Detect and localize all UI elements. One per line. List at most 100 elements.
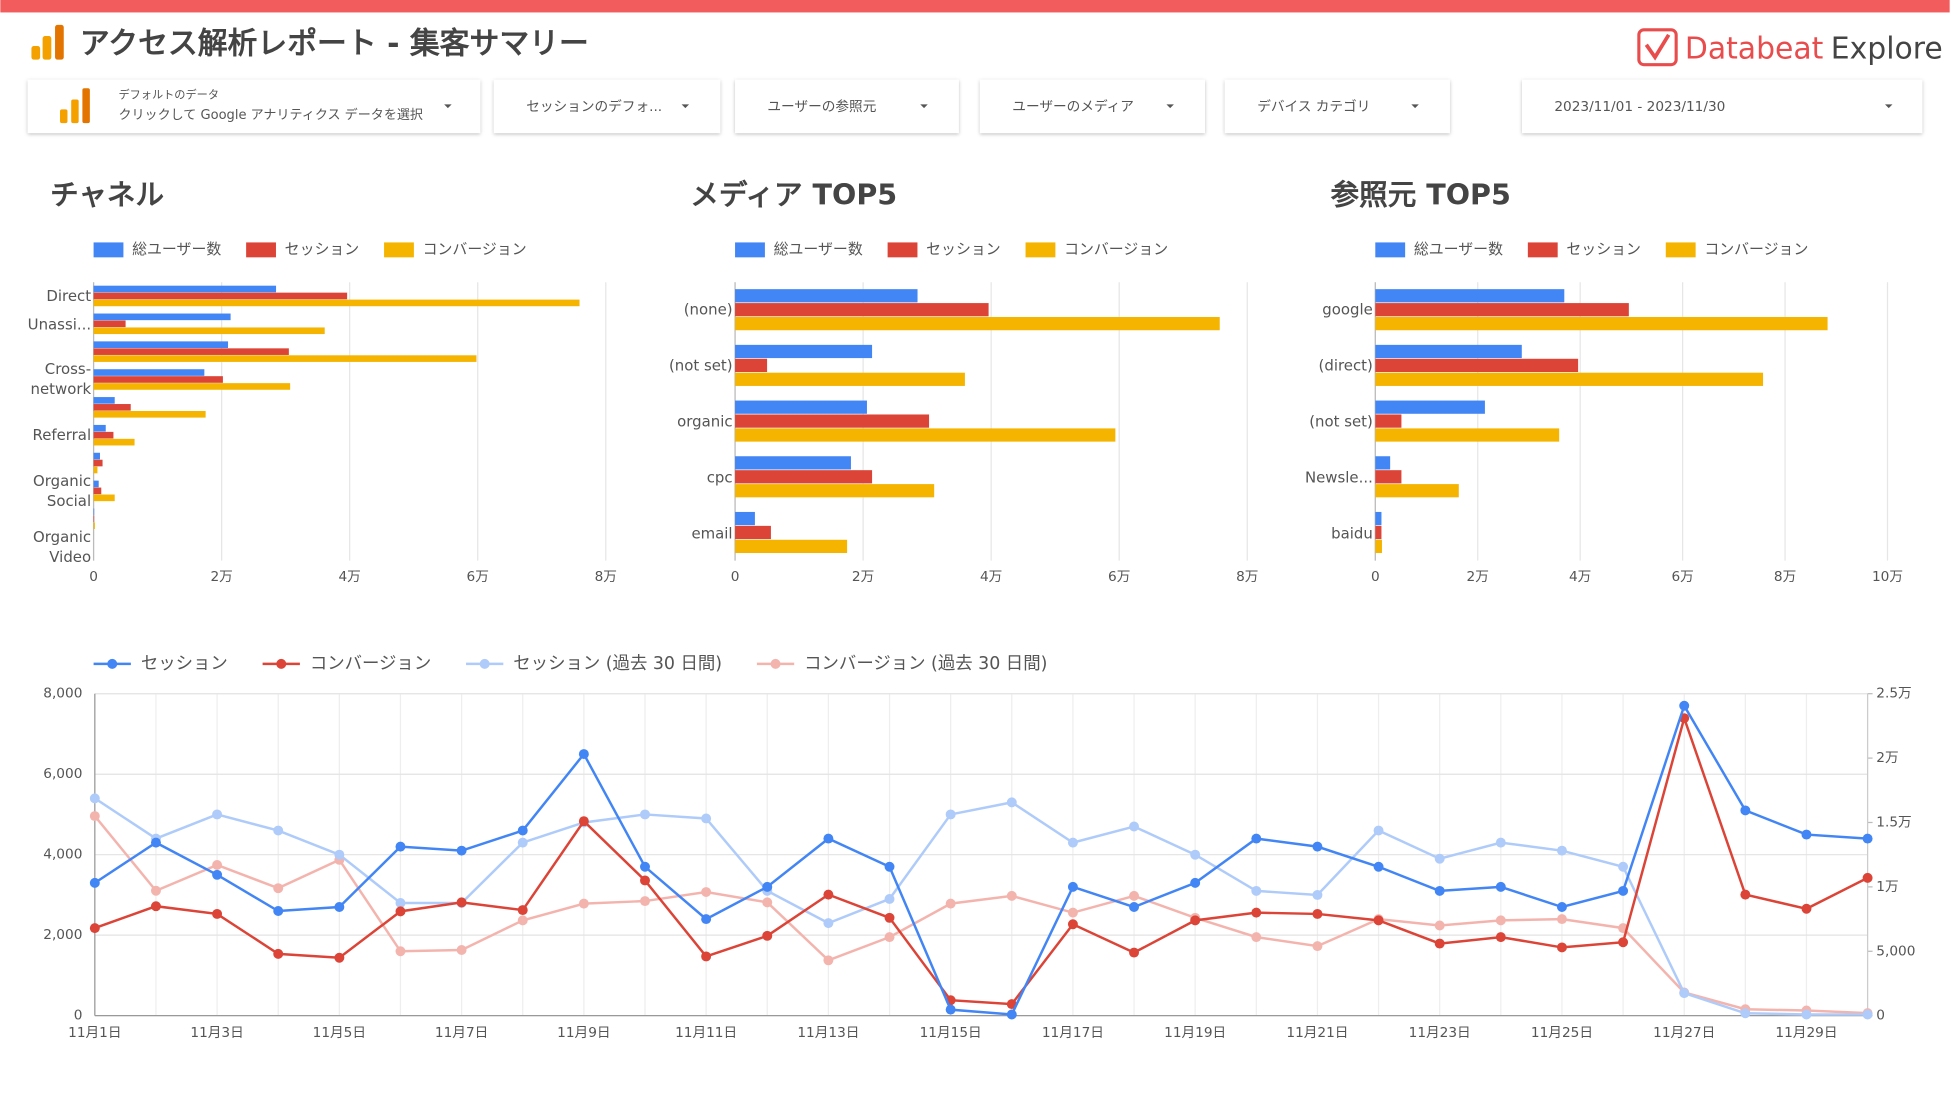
data-source-control[interactable]: デフォルトのデータ クリックして Google アナリティクス データを選択	[27, 79, 481, 134]
point	[1740, 805, 1751, 816]
point	[578, 816, 589, 827]
legend-label: セッション	[285, 240, 360, 258]
dropdown-control[interactable]: ユーザーの参照元	[735, 79, 959, 134]
bar	[93, 424, 106, 432]
point	[1740, 889, 1751, 900]
dropdown-caret[interactable]	[1166, 104, 1174, 109]
point	[1067, 919, 1078, 930]
dropdown-control[interactable]: ユーザーのメディア	[979, 79, 1205, 134]
x-tick-label: 11月7日	[435, 1025, 488, 1041]
category-label: Organic Video	[33, 528, 92, 566]
point	[884, 932, 895, 943]
bar	[1375, 539, 1382, 554]
point	[1495, 837, 1506, 848]
series-line	[94, 702, 1868, 1016]
point	[1129, 890, 1140, 901]
point	[1556, 914, 1567, 925]
point	[1862, 833, 1873, 844]
x-tick-label: 2万	[1467, 569, 1489, 585]
dropdown-control[interactable]: セッションのデフォ...	[493, 79, 721, 134]
control-text[interactable]: クリックして Google アナリティクス データを選択	[118, 107, 423, 123]
dropdown-caret[interactable]	[920, 104, 928, 109]
control-label[interactable]: セッションのデフォ...	[526, 98, 662, 115]
control-label[interactable]: ユーザーのメディア	[1012, 98, 1134, 115]
point	[823, 955, 834, 966]
category-label: organic	[677, 412, 733, 431]
x-tick-label: 4万	[1569, 569, 1591, 585]
category-label: organic	[677, 412, 733, 431]
category-label: (direct)	[1318, 357, 1373, 375]
chart-title: 参照元 TOP5	[1331, 177, 1511, 211]
x-tick-label: 8万	[1236, 569, 1258, 585]
y2-tick-label: 2万	[1876, 750, 1898, 766]
bar	[735, 539, 848, 554]
bar	[1375, 511, 1382, 526]
point	[640, 875, 650, 886]
x-tick-label: 11月27日	[1653, 1025, 1715, 1041]
category-label: Organic Social	[33, 472, 91, 509]
x-tick-label: 6万	[1671, 569, 1693, 585]
control-box[interactable]	[979, 79, 1205, 134]
control-label[interactable]: ユーザーの参照元	[767, 98, 876, 115]
point	[701, 951, 712, 962]
point	[578, 749, 589, 760]
date-range[interactable]: 2023/11/01 - 2023/11/30	[1554, 99, 1725, 115]
point	[1556, 942, 1567, 953]
point	[395, 946, 406, 957]
x-tick-label: 11月21日	[1286, 1025, 1348, 1041]
category-label: (not set)	[669, 357, 733, 374]
date-range-control[interactable]: 2023/11/01 - 2023/11/30	[1522, 79, 1923, 134]
dropdown-caret[interactable]	[681, 104, 690, 109]
category-label: Cross-network	[30, 361, 92, 399]
point	[1067, 881, 1078, 892]
control-label[interactable]: デバイス カテゴリ	[1257, 98, 1370, 115]
legend-label: セッション (過去 30 日間)	[513, 654, 722, 674]
control-box[interactable]	[1224, 79, 1450, 134]
point	[212, 809, 223, 820]
bar	[93, 431, 114, 439]
bar	[735, 400, 867, 414]
bar	[93, 452, 100, 460]
control-box[interactable]	[735, 79, 959, 134]
x-tick-label: 11月17日	[1042, 1025, 1104, 1041]
category-label: baidu	[1331, 524, 1373, 542]
point	[762, 881, 773, 892]
control-caption[interactable]: デフォルトのデータ	[118, 88, 219, 102]
control-box[interactable]	[493, 79, 721, 134]
point	[212, 908, 223, 919]
x-tick-label: 0	[89, 569, 98, 585]
category-label: Cross-network	[30, 361, 92, 399]
point	[762, 930, 773, 941]
x-tick-label: 11月15日	[920, 1025, 982, 1041]
y-tick-label: 6,000	[43, 766, 82, 782]
bar	[93, 466, 98, 474]
bar	[93, 355, 477, 362]
point	[1862, 872, 1873, 883]
point	[456, 845, 467, 856]
filter-controls: セッションのデフォ... ユーザーの参照元 ユーザーのメディア デバイス カテゴリ	[493, 79, 1450, 134]
point	[150, 901, 161, 912]
point	[1190, 849, 1201, 860]
bar	[735, 428, 1116, 442]
dropdown-control[interactable]: デバイス カテゴリ	[1224, 79, 1450, 134]
legend-label: セッション	[141, 654, 228, 674]
point	[273, 906, 284, 917]
point	[212, 869, 223, 880]
point	[1129, 821, 1140, 832]
control-box[interactable]	[27, 79, 481, 134]
category-label: Newsle...	[1304, 468, 1373, 486]
y2-tick-label: 1.5万	[1876, 814, 1911, 830]
point	[1801, 903, 1812, 914]
bar	[1375, 414, 1402, 428]
bar	[735, 470, 873, 484]
series-line	[93, 815, 1868, 1015]
point	[1129, 902, 1140, 912]
control-box[interactable]	[1522, 79, 1923, 134]
bar	[93, 508, 95, 516]
category-label: cpc	[706, 468, 733, 486]
dropdown-caret[interactable]	[1411, 104, 1419, 109]
point	[456, 897, 467, 908]
top-bar	[0, 0, 1950, 13]
point	[1129, 947, 1140, 958]
x-tick-label: 10万	[1872, 569, 1903, 585]
